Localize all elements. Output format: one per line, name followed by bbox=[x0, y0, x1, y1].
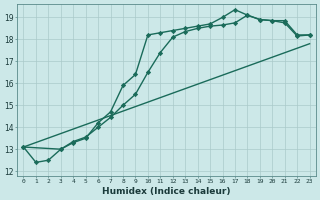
X-axis label: Humidex (Indice chaleur): Humidex (Indice chaleur) bbox=[102, 187, 231, 196]
